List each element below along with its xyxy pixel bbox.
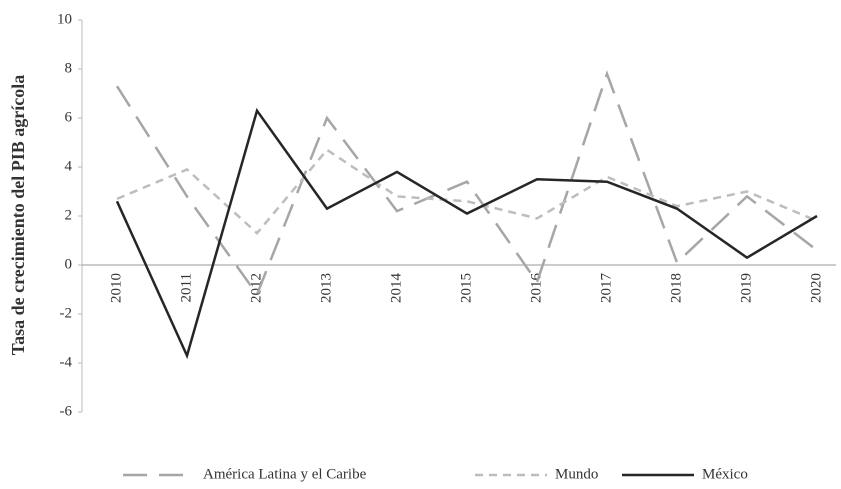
- legend-label: América Latina y el Caribe: [203, 466, 367, 482]
- y-tick-label: 0: [65, 256, 73, 272]
- legend-label: México: [702, 466, 748, 482]
- x-tick-label: 2011: [178, 273, 194, 302]
- x-tick-label: 2015: [458, 273, 474, 303]
- x-tick-label: 2016: [528, 273, 544, 304]
- y-tick-label: 6: [65, 109, 73, 125]
- x-tick-label: 2010: [108, 273, 124, 303]
- y-tick-label: 8: [65, 60, 73, 76]
- series-line: [116, 148, 818, 235]
- y-tick-label: 4: [65, 158, 73, 174]
- y-tick-label: 2: [65, 207, 73, 223]
- legend-label: Mundo: [555, 466, 598, 482]
- x-tick-label: 2020: [808, 273, 824, 303]
- y-tick-label: -6: [60, 403, 73, 419]
- y-axis-title: Tasa de crecimiento del PIB agrícola: [8, 75, 28, 355]
- y-tick-label: 10: [57, 11, 72, 27]
- y-tick-label: -2: [60, 305, 73, 321]
- y-tick-label: -4: [60, 354, 73, 370]
- x-tick-label: 2013: [318, 273, 334, 303]
- x-tick-label: 2014: [388, 273, 404, 304]
- x-tick-label: 2019: [738, 273, 754, 303]
- x-tick-label: 2017: [598, 273, 614, 304]
- series-line: [115, 70, 818, 297]
- x-tick-label: 2012: [248, 273, 264, 303]
- series-line: [115, 107, 818, 360]
- x-tick-label: 2018: [668, 273, 684, 303]
